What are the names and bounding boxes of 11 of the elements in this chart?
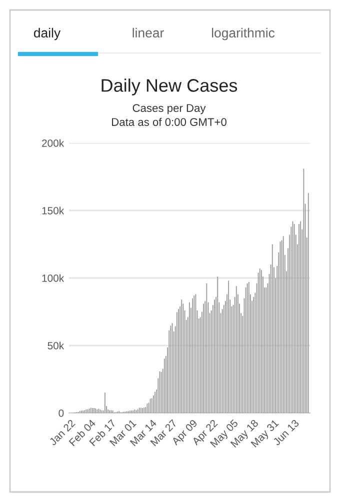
chart-title: Daily New Cases: [102, 78, 238, 96]
text: linear: [132, 28, 164, 38]
y-tick-label: 100k: [42, 274, 64, 282]
y-tick-label: 200k: [42, 139, 64, 147]
chart-subtitle: Cases per Day: [132, 104, 206, 114]
text: Data as of 0:00 GMT+0: [112, 118, 226, 126]
text: daily: [34, 28, 61, 40]
y-tick-label: 50k: [48, 342, 64, 350]
y-tick-label: 150k: [42, 206, 64, 214]
y-tick-label: 0: [58, 410, 64, 417]
text: logarithmic: [212, 28, 275, 40]
